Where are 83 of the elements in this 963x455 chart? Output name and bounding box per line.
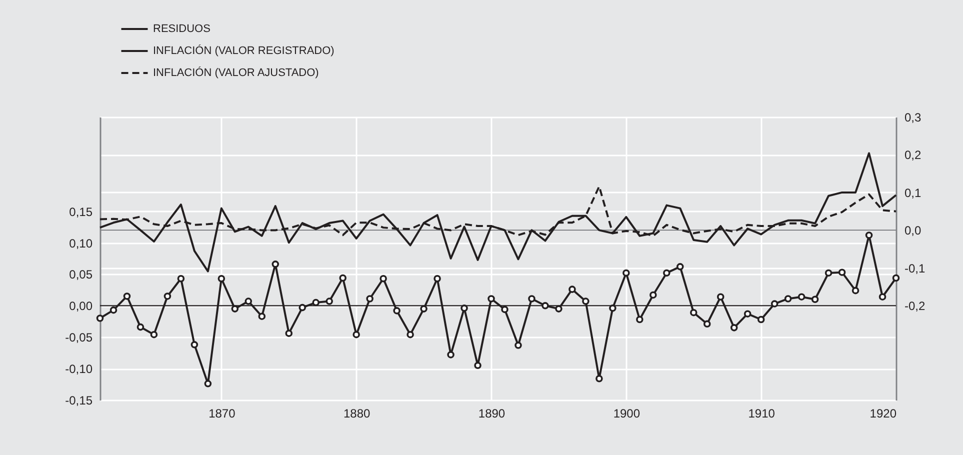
point: [542, 302, 549, 310]
y-tick-label: -0,05: [65, 330, 93, 345]
point: [878, 293, 886, 300]
point: [690, 308, 698, 316]
point: [824, 269, 832, 277]
line-series: [99, 152, 897, 272]
point: [744, 310, 752, 318]
point: [406, 330, 414, 338]
point: [136, 323, 144, 331]
point: [339, 274, 346, 282]
y-tick-label: 0,10: [69, 236, 93, 250]
point: [838, 268, 846, 276]
point: [798, 293, 806, 300]
point: [420, 305, 428, 312]
y-tick-label: 0,00: [69, 299, 93, 314]
point: [164, 292, 172, 300]
x-tick-label: 1890: [478, 406, 506, 420]
point: [811, 296, 819, 304]
point: [555, 305, 562, 312]
point: [622, 269, 630, 277]
point: [609, 304, 616, 312]
legend-label: INFLACIÓN (VALOR AJUSTADO): [153, 66, 319, 79]
x-tick-label: 1880: [343, 406, 371, 420]
point: [150, 330, 158, 338]
point: [596, 374, 603, 382]
point: [285, 330, 293, 337]
point: [366, 295, 374, 302]
point: [312, 298, 320, 306]
point: [852, 286, 860, 294]
y-tick-label: -0,15: [65, 394, 93, 408]
legend-label: RESIDUOS: [153, 23, 210, 35]
point: [582, 298, 590, 305]
point: [352, 330, 360, 338]
y2-tick-label: 0,1: [904, 186, 922, 200]
point: [865, 232, 873, 239]
point: [770, 300, 778, 308]
point: [190, 341, 198, 348]
point: [636, 316, 644, 324]
point: [380, 274, 387, 282]
point: [244, 298, 252, 305]
point: [326, 298, 333, 305]
point: [730, 324, 738, 332]
x-tick-label: 1900: [613, 406, 640, 420]
point: [784, 295, 792, 302]
y2-tick-label: -0,2: [904, 299, 926, 314]
point: [177, 274, 185, 282]
y2-tick-label: -0,1: [904, 261, 926, 276]
x-tick-label: 1870: [208, 406, 236, 420]
point: [96, 314, 104, 322]
point: [528, 295, 536, 302]
y2-tick-label: 0,3: [904, 110, 922, 124]
point: [488, 295, 495, 302]
y2-tick-label: 0,0: [904, 224, 922, 238]
y-tick-label: 0,15: [69, 204, 93, 219]
y2-tick-label: 0,2: [904, 148, 922, 162]
y-tick-label: -0,10: [65, 362, 93, 376]
point: [204, 380, 212, 388]
y-tick-label: 0,05: [69, 268, 93, 282]
point: [434, 274, 441, 282]
point: [716, 293, 724, 300]
point: [447, 351, 454, 358]
point: [110, 306, 118, 314]
x-tick-label: 1920: [870, 406, 897, 420]
x-tick-label: 1910: [748, 406, 776, 420]
point: [663, 269, 670, 277]
point: [650, 291, 657, 299]
point: [757, 316, 765, 324]
point: [460, 304, 468, 312]
point: [272, 260, 280, 268]
legend-label: INFLACIÓN (VALOR REGISTRADO): [153, 44, 334, 57]
point: [892, 274, 900, 282]
point: [298, 304, 306, 312]
point: [474, 362, 482, 370]
point: [393, 307, 400, 314]
point: [218, 274, 226, 282]
point: [501, 306, 508, 314]
point: [514, 342, 522, 349]
point: [676, 263, 684, 270]
point: [231, 305, 239, 312]
point: [123, 292, 131, 300]
point: [703, 320, 711, 328]
point: [568, 286, 576, 293]
point: [258, 312, 266, 320]
